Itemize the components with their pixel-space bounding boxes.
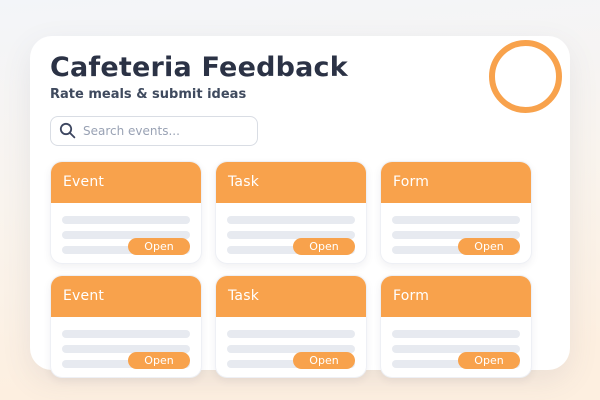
open-button[interactable]: Open [293,237,355,255]
placeholder-line [227,344,355,353]
placeholder-line [392,359,520,368]
placeholder-line [227,230,355,239]
open-button[interactable]: Open [293,351,355,369]
card-body [51,203,201,254]
placeholder-line [392,230,520,239]
card-body [216,203,366,254]
card-header: Task [216,275,366,317]
page-title: Cafeteria Feedback [50,52,348,83]
placeholder-line [392,329,520,338]
search-icon [59,122,76,139]
placeholder-line [62,344,190,353]
card-grid: Event Open Task Open Form Open [50,160,570,378]
avatar[interactable] [489,40,562,113]
placeholder-line [392,245,520,254]
card-title: Task [228,174,260,191]
card-title: Form [393,288,430,305]
card-body [216,317,366,368]
page-subtitle: Rate meals & submit ideas [50,87,247,103]
placeholder-line [227,215,355,224]
open-button[interactable]: Open [128,351,190,369]
card-body [51,317,201,368]
card: Event Open [50,274,202,378]
search-box[interactable] [50,115,258,146]
open-button[interactable]: Open [458,351,520,369]
placeholder-line [392,215,520,224]
card-header: Event [51,161,201,203]
placeholder-line [62,329,190,338]
card-title: Event [63,174,105,191]
open-button[interactable]: Open [128,237,190,255]
card-header: Form [381,161,531,203]
main-panel: Cafeteria Feedback Rate meals & submit i… [30,36,570,378]
placeholder-line [227,359,355,368]
card-title: Task [228,288,260,305]
card-header: Event [51,275,201,317]
placeholder-line [227,245,355,254]
placeholder-line [392,344,520,353]
placeholder-line [62,230,190,239]
placeholder-line [227,329,355,338]
card-header: Task [216,161,366,203]
open-button[interactable]: Open [458,237,520,255]
card-body [381,203,531,254]
card-title: Event [63,288,105,305]
card: Task Open [215,274,367,378]
placeholder-line [62,245,190,254]
placeholder-line [62,359,190,368]
card: Event Open [50,160,202,264]
card-body [381,317,531,368]
search-input[interactable] [83,123,243,138]
card-header: Form [381,275,531,317]
card: Task Open [215,160,367,264]
card-title: Form [393,174,430,191]
card: Form Open [380,274,532,378]
placeholder-line [62,215,190,224]
card: Form Open [380,160,532,264]
